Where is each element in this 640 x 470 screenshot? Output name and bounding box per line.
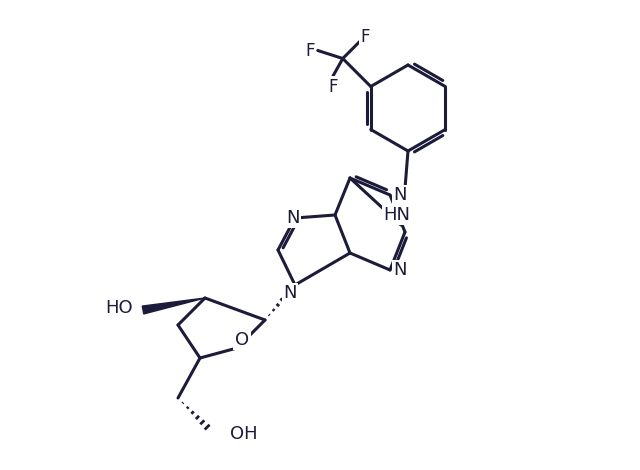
Text: HN: HN xyxy=(383,206,410,224)
Text: HO: HO xyxy=(106,299,133,317)
Text: N: N xyxy=(286,209,300,227)
Text: F: F xyxy=(328,78,337,95)
Text: OH: OH xyxy=(230,425,258,443)
Text: N: N xyxy=(393,261,407,279)
Text: N: N xyxy=(284,284,297,302)
Text: F: F xyxy=(305,41,314,60)
Text: O: O xyxy=(235,331,249,349)
Polygon shape xyxy=(142,298,205,314)
Text: F: F xyxy=(360,28,369,46)
Text: N: N xyxy=(393,186,407,204)
